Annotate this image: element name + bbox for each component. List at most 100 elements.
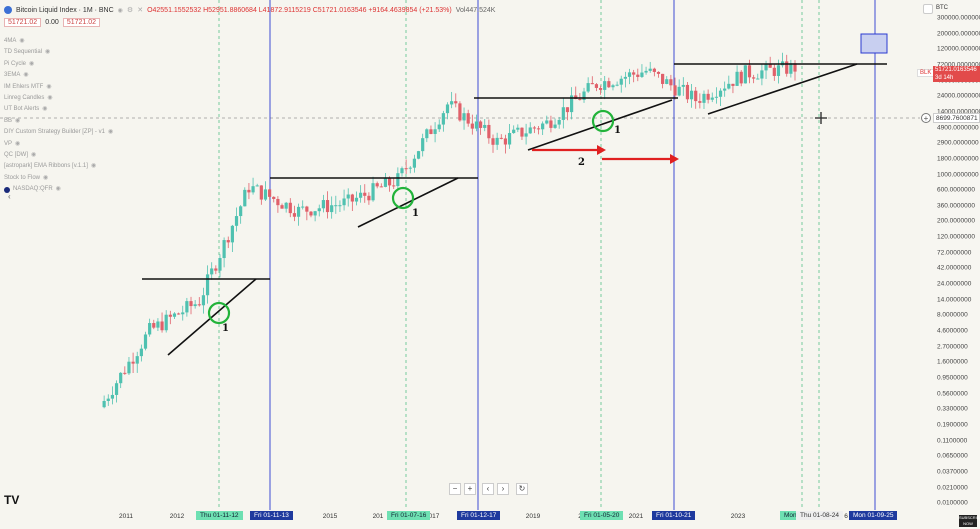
candle <box>106 398 110 401</box>
candle <box>102 400 106 408</box>
indicator-label: DIY Custom Strategy Builder [ZP] - v1 <box>4 129 105 136</box>
price-tag-sell[interactable]: 51721.02 <box>4 17 42 27</box>
eye-icon[interactable]: ◉ <box>31 151 37 158</box>
settings-icon[interactable]: ⚙ <box>126 7 134 14</box>
indicator-item[interactable]: BB ◉ <box>4 116 495 127</box>
indicator-item[interactable]: DIY Custom Strategy Builder [ZP] - v1 ◉ <box>4 127 495 138</box>
indicator-label: VP <box>4 140 13 147</box>
indicator-item[interactable]: TD Sequential ◉ <box>4 47 495 58</box>
candle <box>578 99 582 101</box>
price-tick-label: 1800.0000000 <box>937 155 979 163</box>
scroll-back-button[interactable]: ‹ <box>482 483 494 495</box>
candle <box>793 63 797 72</box>
add-alert-icon[interactable]: + <box>921 113 931 123</box>
indicator-item[interactable]: 3EMA ◉ <box>4 70 495 81</box>
price-chart[interactable] <box>0 0 920 510</box>
price-tick-label: 120000.0000000 <box>937 45 980 53</box>
close-icon[interactable]: ✕ <box>137 7 144 14</box>
eye-icon[interactable]: ◉ <box>46 83 52 90</box>
candle <box>640 72 644 77</box>
zoom-in-button[interactable]: + <box>464 483 476 495</box>
eye-icon[interactable]: ◉ <box>43 174 49 181</box>
indicator-item[interactable]: 4MA ◉ <box>4 36 495 47</box>
candle <box>346 194 350 199</box>
indicator-item[interactable]: UT Bot Alerts ◉ <box>4 104 495 115</box>
eye-icon[interactable]: ◉ <box>45 49 51 56</box>
candle <box>218 258 222 271</box>
eye-icon[interactable]: ◉ <box>47 94 53 101</box>
eye-icon[interactable]: ◉ <box>117 7 123 14</box>
candle <box>652 68 656 72</box>
reset-chart-button[interactable]: ↻ <box>516 483 528 495</box>
tradingview-logo[interactable]: TV <box>4 493 20 507</box>
time-axis[interactable]: 20112012201520101720192202120236Thu 01-1… <box>0 510 920 529</box>
candle <box>450 101 454 105</box>
time-tick-label: 6 <box>844 513 848 520</box>
eye-icon[interactable]: ◉ <box>107 129 114 136</box>
indicator-item[interactable]: Linreg Candles ◉ <box>4 93 495 104</box>
eye-icon[interactable]: ◉ <box>19 38 25 44</box>
candle <box>507 133 512 145</box>
price-tag-buy[interactable]: 51721.02 <box>62 17 101 27</box>
eye-icon[interactable]: ◉ <box>15 117 21 124</box>
indicator-item[interactable]: IM Ehlers MTF ◉ <box>4 82 495 93</box>
candle <box>557 119 561 125</box>
candle <box>123 372 127 374</box>
eye-icon[interactable]: ◉ <box>15 140 21 147</box>
candle <box>619 78 623 85</box>
indicator-label: Pi Cycle <box>4 60 27 67</box>
candle <box>143 334 148 349</box>
symbol-box-icon[interactable] <box>923 4 933 14</box>
indicator-label: Linreg Candles <box>4 94 45 101</box>
support-trendline <box>167 278 257 356</box>
candle <box>243 189 247 207</box>
indicator-item[interactable]: VP ◉ <box>4 139 495 150</box>
indicator-label: Stock to Flow <box>4 174 41 181</box>
candle <box>772 67 776 76</box>
candle <box>305 206 309 212</box>
collapse-chevron-icon[interactable]: ‹ <box>8 192 11 201</box>
indicator-label: [astropark] EMA Ribbons [v.1.1] <box>4 163 88 170</box>
candle <box>528 127 532 134</box>
symbol-title[interactable]: Bitcoin Liquid Index · 1M · BNC <box>16 6 114 14</box>
candle <box>627 72 632 77</box>
eye-icon[interactable]: ◉ <box>23 72 29 79</box>
candle <box>524 133 528 137</box>
indicator-item[interactable]: QC [DW] ◉ <box>4 150 495 161</box>
time-tick-label: 2015 <box>322 513 338 520</box>
candle <box>503 138 508 145</box>
candle <box>760 70 764 79</box>
candle <box>648 68 652 71</box>
subscribe-badge[interactable]: SUBSCRIBE NOW <box>959 515 980 527</box>
target-box <box>860 33 888 54</box>
scroll-forward-button[interactable]: › <box>497 483 509 495</box>
candle <box>541 123 545 130</box>
eye-icon[interactable]: ◉ <box>29 60 35 67</box>
eye-icon[interactable]: ◉ <box>42 106 48 113</box>
candle <box>483 124 487 128</box>
candle <box>681 84 685 87</box>
candle <box>292 213 297 217</box>
price-axis[interactable] <box>920 0 980 529</box>
candle <box>470 123 474 129</box>
eye-icon[interactable]: ◉ <box>55 186 61 193</box>
annotation-2: 2 <box>578 157 585 168</box>
candle <box>239 206 243 217</box>
eye-icon[interactable]: ◉ <box>90 163 97 170</box>
indicator-item[interactable]: Pi Cycle ◉ <box>4 59 495 70</box>
candle <box>205 274 210 296</box>
candle <box>661 73 665 84</box>
candle <box>764 63 768 71</box>
candle <box>545 120 549 124</box>
indicator-item[interactable]: Stock to Flow ◉ <box>4 173 495 184</box>
indicator-item[interactable]: NASDAQ:QFR ◉ <box>4 184 495 195</box>
candle <box>689 90 694 100</box>
price-tick-label: 0.0100000 <box>937 499 968 507</box>
support-trendline <box>527 99 673 151</box>
zoom-out-button[interactable]: − <box>449 483 461 495</box>
indicator-item[interactable]: [astropark] EMA Ribbons [v.1.1] ◉ <box>4 161 495 172</box>
candle <box>263 189 268 200</box>
candle <box>565 107 570 113</box>
candle <box>499 137 503 139</box>
